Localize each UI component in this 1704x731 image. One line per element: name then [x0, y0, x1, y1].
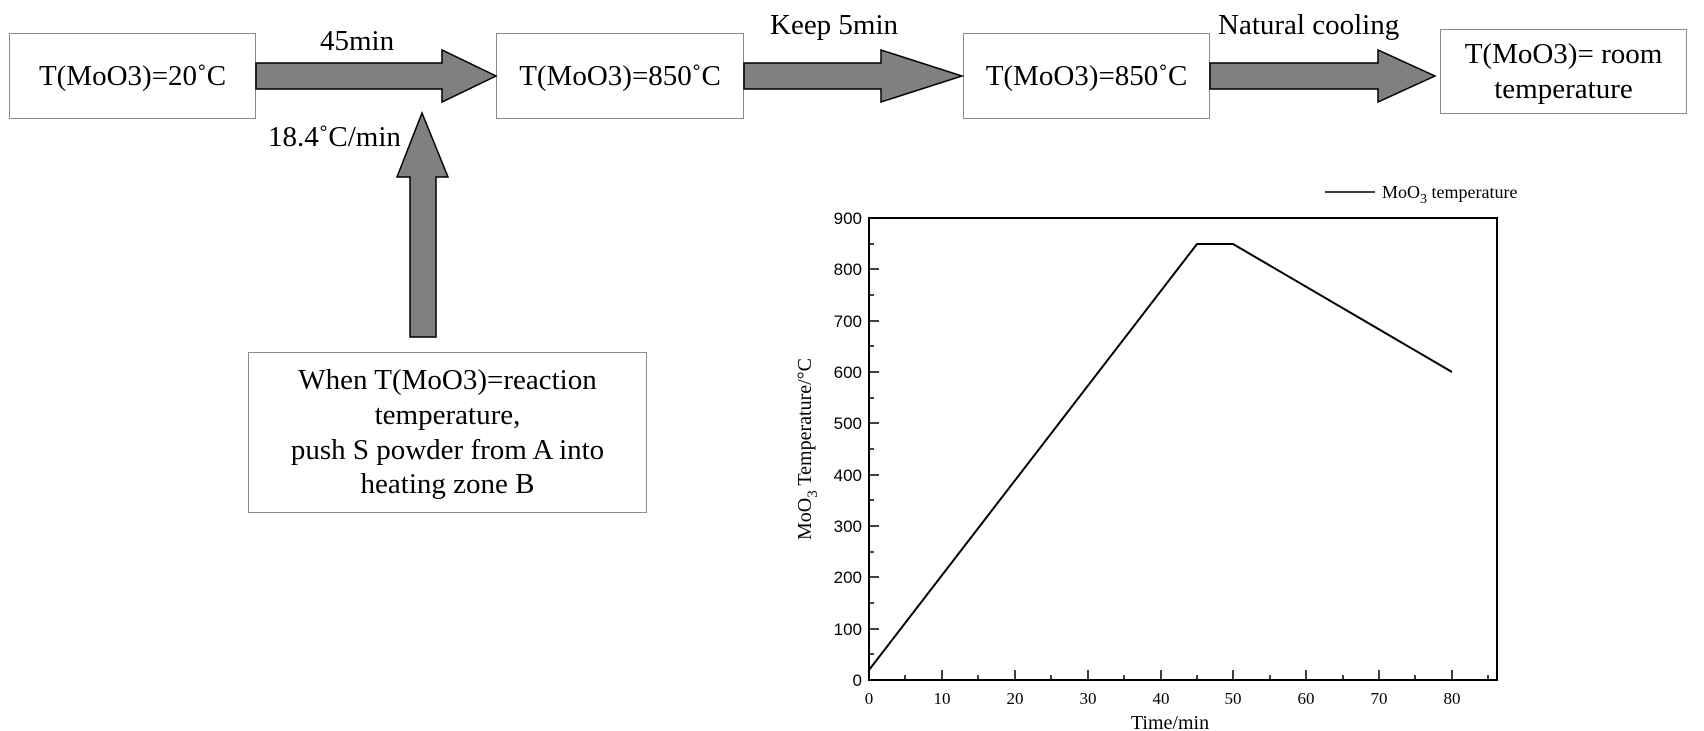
series-mooo3-temperature — [868, 243, 1453, 671]
arrow3-label: Natural cooling — [1218, 9, 1400, 41]
svg-text:70: 70 — [1371, 689, 1388, 708]
step-initial-text: T(MoO3)=20˚C — [38, 59, 227, 92]
note-box: When T(MoO3)=reaction temperature, push … — [248, 352, 647, 513]
step-heated-text: T(MoO3)=850˚C — [519, 59, 721, 92]
x-axis-title: Time/min — [1131, 712, 1209, 731]
step-initial-box: T(MoO3)=20˚C — [9, 33, 256, 119]
svg-text:30: 30 — [1080, 689, 1097, 708]
chart-legend: MoO3 temperature — [1325, 182, 1517, 207]
arrow-right-3-icon — [1209, 48, 1437, 104]
step-hold-text: T(MoO3)=850˚C — [985, 59, 1188, 92]
arrow2-label: Keep 5min — [770, 9, 899, 41]
step-final-text-line2: temperature — [1494, 72, 1633, 105]
arrow-right-2-icon — [743, 48, 965, 104]
x-tick-labels: 0 10 20 30 40 50 60 70 80 — [865, 689, 1461, 708]
chart-frame — [868, 217, 1498, 681]
y-axis-title: MoO3 Temperature/°C — [794, 358, 821, 540]
y-tick-labels: 0 100 200 300 400 500 600 700 800 900 — [834, 209, 862, 690]
note-line4: heating zone B — [360, 468, 535, 501]
arrow-up-icon — [395, 110, 450, 338]
note-line1: When T(MoO3)=reaction — [298, 363, 597, 396]
svg-text:80: 80 — [1444, 689, 1461, 708]
arrow1-label: 45min — [320, 25, 395, 57]
step-heated-box: T(MoO3)=850˚C — [496, 33, 744, 119]
step-hold-box: T(MoO3)=850˚C — [963, 33, 1210, 119]
y-ticks — [869, 243, 879, 681]
step-final-box: T(MoO3)= room temperature — [1440, 29, 1687, 114]
svg-text:300: 300 — [834, 517, 862, 536]
note-line2: temperature, — [374, 398, 521, 431]
svg-text:100: 100 — [834, 620, 862, 639]
svg-text:0: 0 — [865, 689, 874, 708]
svg-text:900: 900 — [834, 209, 862, 228]
svg-text:0: 0 — [853, 671, 862, 690]
svg-text:10: 10 — [934, 689, 951, 708]
arrow1-rate-label: 18.4˚C/min — [268, 121, 401, 153]
svg-text:800: 800 — [834, 260, 862, 279]
arrow-right-1-icon — [255, 48, 498, 104]
svg-text:60: 60 — [1298, 689, 1315, 708]
svg-text:MoO3 temperature: MoO3 temperature — [1382, 182, 1517, 207]
svg-text:400: 400 — [834, 466, 862, 485]
svg-text:50: 50 — [1225, 689, 1242, 708]
svg-text:40: 40 — [1153, 689, 1170, 708]
svg-text:20: 20 — [1007, 689, 1024, 708]
step-final-text-line1: T(MoO3)= room — [1464, 37, 1663, 70]
x-ticks — [904, 670, 1489, 680]
svg-text:700: 700 — [834, 312, 862, 331]
svg-text:600: 600 — [834, 363, 862, 382]
svg-text:200: 200 — [834, 568, 862, 587]
note-line3: push S powder from A into — [290, 433, 605, 466]
svg-text:500: 500 — [834, 414, 862, 433]
